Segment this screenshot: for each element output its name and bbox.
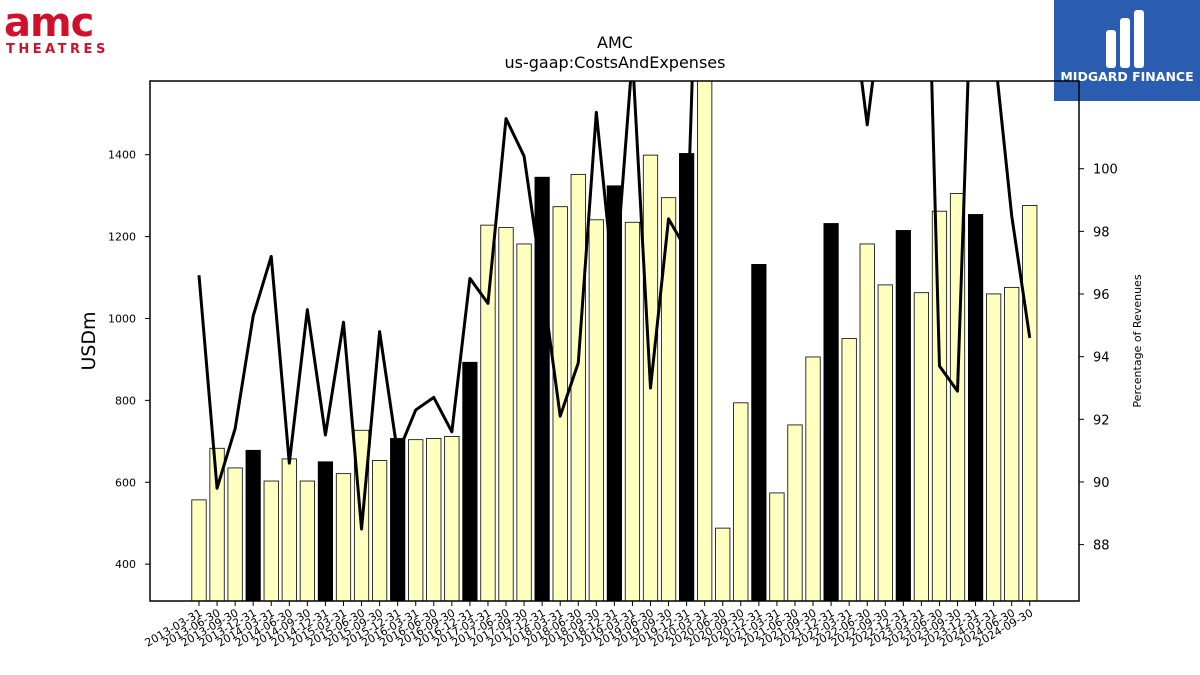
bar-2016-06-30	[426, 438, 442, 602]
y2-tick-label: 92	[1093, 413, 1110, 428]
bar-2023-06-30	[931, 210, 948, 602]
bar-2018-09-30	[588, 219, 604, 602]
chart-title: AMC	[597, 33, 633, 52]
bar-2022-12-31	[895, 230, 911, 602]
bar-2023-03-31	[913, 292, 930, 602]
bar-2022-03-31	[841, 338, 857, 602]
bar-2013-09-30	[227, 467, 243, 602]
bar-2016-09-30	[444, 435, 460, 602]
bar-2024-03-31	[986, 293, 1002, 602]
bar-2022-09-30	[877, 284, 893, 602]
y-tick-label: 800	[115, 394, 136, 407]
bar-2020-09-30	[733, 402, 749, 602]
bar-2015-12-31	[390, 438, 406, 602]
bar-2014-03-31	[263, 480, 279, 602]
midgard-logo-text: MIDGARD FINANCE	[1060, 69, 1193, 84]
y-tick-label: 400	[115, 558, 136, 571]
bar-2024-09-30	[1022, 205, 1038, 602]
bar-2017-03-31	[480, 224, 496, 602]
y2-axis-label: Percentage of Revenues	[1131, 274, 1144, 407]
bar-2017-09-30	[516, 243, 532, 602]
y2-tick-label: 96	[1093, 288, 1110, 303]
y2-tick-label: 98	[1093, 225, 1110, 240]
bar-2021-03-31	[769, 492, 785, 602]
y-tick-label: 1400	[108, 149, 136, 162]
bar-2014-12-31	[317, 461, 334, 602]
y2-tick-label: 90	[1093, 476, 1110, 491]
bar-2021-09-30	[805, 356, 821, 602]
bar-2014-06-30	[281, 458, 297, 602]
bar-2020-03-31	[697, 80, 713, 602]
amc-theatres-logo: amc THEATRES	[4, 2, 109, 57]
bar-2013-12-31	[245, 449, 261, 602]
y-tick-label: 600	[115, 476, 136, 489]
amc-logo-wordmark: amc	[4, 2, 93, 46]
bar-2018-06-30	[570, 173, 586, 602]
right-axis: 88 90 92 94 96 98 100	[1079, 163, 1118, 554]
bar-2019-03-31	[624, 221, 641, 602]
midgard-logo-icon	[1106, 10, 1144, 68]
bar-2015-03-31	[335, 473, 352, 602]
y2-tick-label: 100	[1093, 163, 1118, 178]
bar-2015-09-30	[371, 460, 388, 602]
bar-2023-12-31	[967, 214, 984, 602]
bar-2020-06-30	[715, 527, 731, 602]
bar-2016-03-31	[408, 439, 424, 602]
x-axis: 2013-03-312013-06-302013-09-302013-12-31…	[143, 601, 1035, 650]
amc-logo-subtitle: THEATRES	[6, 42, 109, 57]
bar-2013-03-31	[191, 499, 207, 602]
bar-2021-12-31	[823, 223, 839, 602]
y2-tick-label: 94	[1093, 351, 1110, 366]
bar-2022-06-30	[859, 243, 875, 602]
chart-subtitle: us-gaap:CostsAndExpenses	[505, 53, 726, 72]
percentage-of-revenues-line	[197, 81, 1032, 531]
y-tick-label: 1200	[108, 231, 136, 244]
left-axis: 400 600 800 1000 1200 1400	[108, 149, 150, 571]
bar-series	[191, 80, 1038, 602]
bar-2014-09-30	[299, 480, 315, 602]
bar-2024-06-30	[1004, 286, 1020, 602]
bar-2020-12-31	[751, 264, 767, 602]
y-axis-label: USDm	[78, 311, 100, 370]
bar-2017-06-30	[498, 227, 514, 602]
y-tick-label: 1000	[108, 312, 136, 325]
y2-tick-label: 88	[1093, 539, 1110, 554]
bar-2016-12-31	[462, 361, 478, 602]
bar-2021-06-30	[787, 424, 803, 602]
